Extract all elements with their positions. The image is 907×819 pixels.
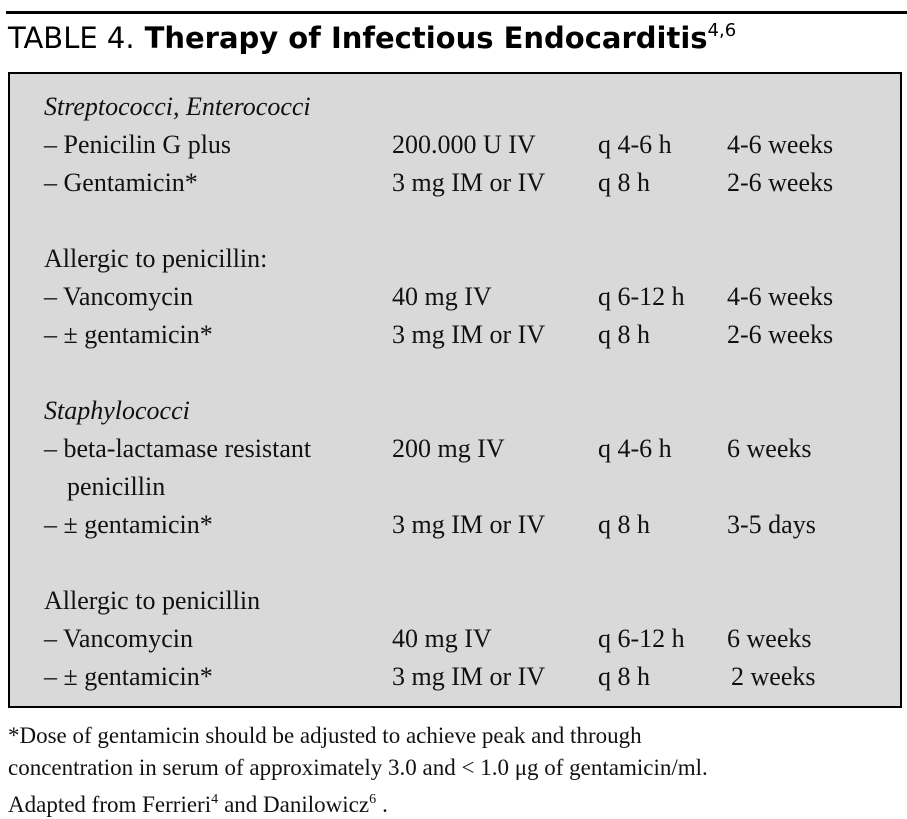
cell-duration: 6 weeks — [727, 624, 812, 653]
cell-duration: 4-6 weeks — [727, 130, 834, 159]
cell-drug-cont: penicillin — [67, 472, 166, 501]
cell-duration: 3-5 days — [727, 510, 816, 539]
cell-freq: q 8 h — [598, 662, 650, 691]
top-rule — [6, 11, 907, 14]
footnote-text: and Danilowicz — [224, 792, 370, 817]
table-box — [8, 72, 902, 708]
cell-freq: q 8 h — [598, 168, 650, 197]
title-text: Therapy of Infectious Endocarditis — [144, 21, 708, 55]
cell-freq: q 4-6 h — [598, 434, 672, 463]
cell-dose: 3 mg IM or IV — [392, 168, 546, 197]
footnote-text: concentration in serum of approximately … — [8, 755, 708, 780]
cell-drug: – Vancomycin — [44, 282, 193, 311]
cell-drug: – ± gentamicin* — [44, 510, 213, 539]
cell-drug: – Penicilin G plus — [44, 130, 232, 159]
footnote-ref: 4 — [211, 792, 219, 807]
cell-drug: – ± gentamicin* — [44, 662, 213, 691]
cell-drug: – Gentamicin* — [44, 168, 198, 197]
cell-dose: 40 mg IV — [392, 624, 492, 653]
cell-freq: q 6-12 h — [598, 624, 685, 653]
section-heading: Allergic to penicillin — [44, 586, 261, 615]
cell-freq: q 8 h — [598, 320, 650, 349]
cell-dose: 3 mg IM or IV — [392, 320, 546, 349]
cell-freq: q 6-12 h — [598, 282, 685, 311]
cell-dose: 200.000 U IV — [392, 130, 536, 159]
footnote-line: Adapted from Ferrieri4 and Danilowicz6. — [8, 786, 388, 819]
cell-duration: 2-6 weeks — [727, 320, 834, 349]
cell-dose: 3 mg IM or IV — [392, 510, 546, 539]
cell-dose: 40 mg IV — [392, 282, 492, 311]
cell-drug: – ± gentamicin* — [44, 320, 213, 349]
footnote-ref: 6 — [369, 792, 377, 807]
footnote-line: *Dose of gentamicin should be adjusted t… — [8, 722, 642, 750]
cell-drug: – beta-lactamase resistant — [44, 434, 312, 463]
footnote-text: . — [382, 792, 388, 817]
footnote-text: *Dose of gentamicin should be adjusted t… — [8, 723, 642, 748]
cell-drug: – Vancomycin — [44, 624, 193, 653]
cell-duration: 6 weeks — [727, 434, 812, 463]
section-heading: Streptococci, Enterococci — [44, 92, 311, 121]
title-refs: 4,6 — [707, 20, 737, 41]
cell-duration: 2 weeks — [731, 662, 816, 691]
cell-duration: 2-6 weeks — [727, 168, 834, 197]
cell-dose: 200 mg IV — [392, 434, 505, 463]
footnote-text: Adapted from Ferrieri — [8, 792, 212, 817]
cell-dose: 3 mg IM or IV — [392, 662, 546, 691]
table-label: TABLE 4. — [8, 21, 135, 55]
footnote-line: concentration in serum of approximately … — [8, 754, 708, 782]
cell-freq: q 4-6 h — [598, 130, 672, 159]
section-heading: Allergic to penicillin: — [44, 244, 268, 273]
cell-duration: 4-6 weeks — [727, 282, 834, 311]
cell-freq: q 8 h — [598, 510, 650, 539]
table-title: TABLE 4. Therapy of Infectious Endocardit… — [8, 20, 736, 55]
section-heading: Staphylococci — [44, 396, 190, 425]
